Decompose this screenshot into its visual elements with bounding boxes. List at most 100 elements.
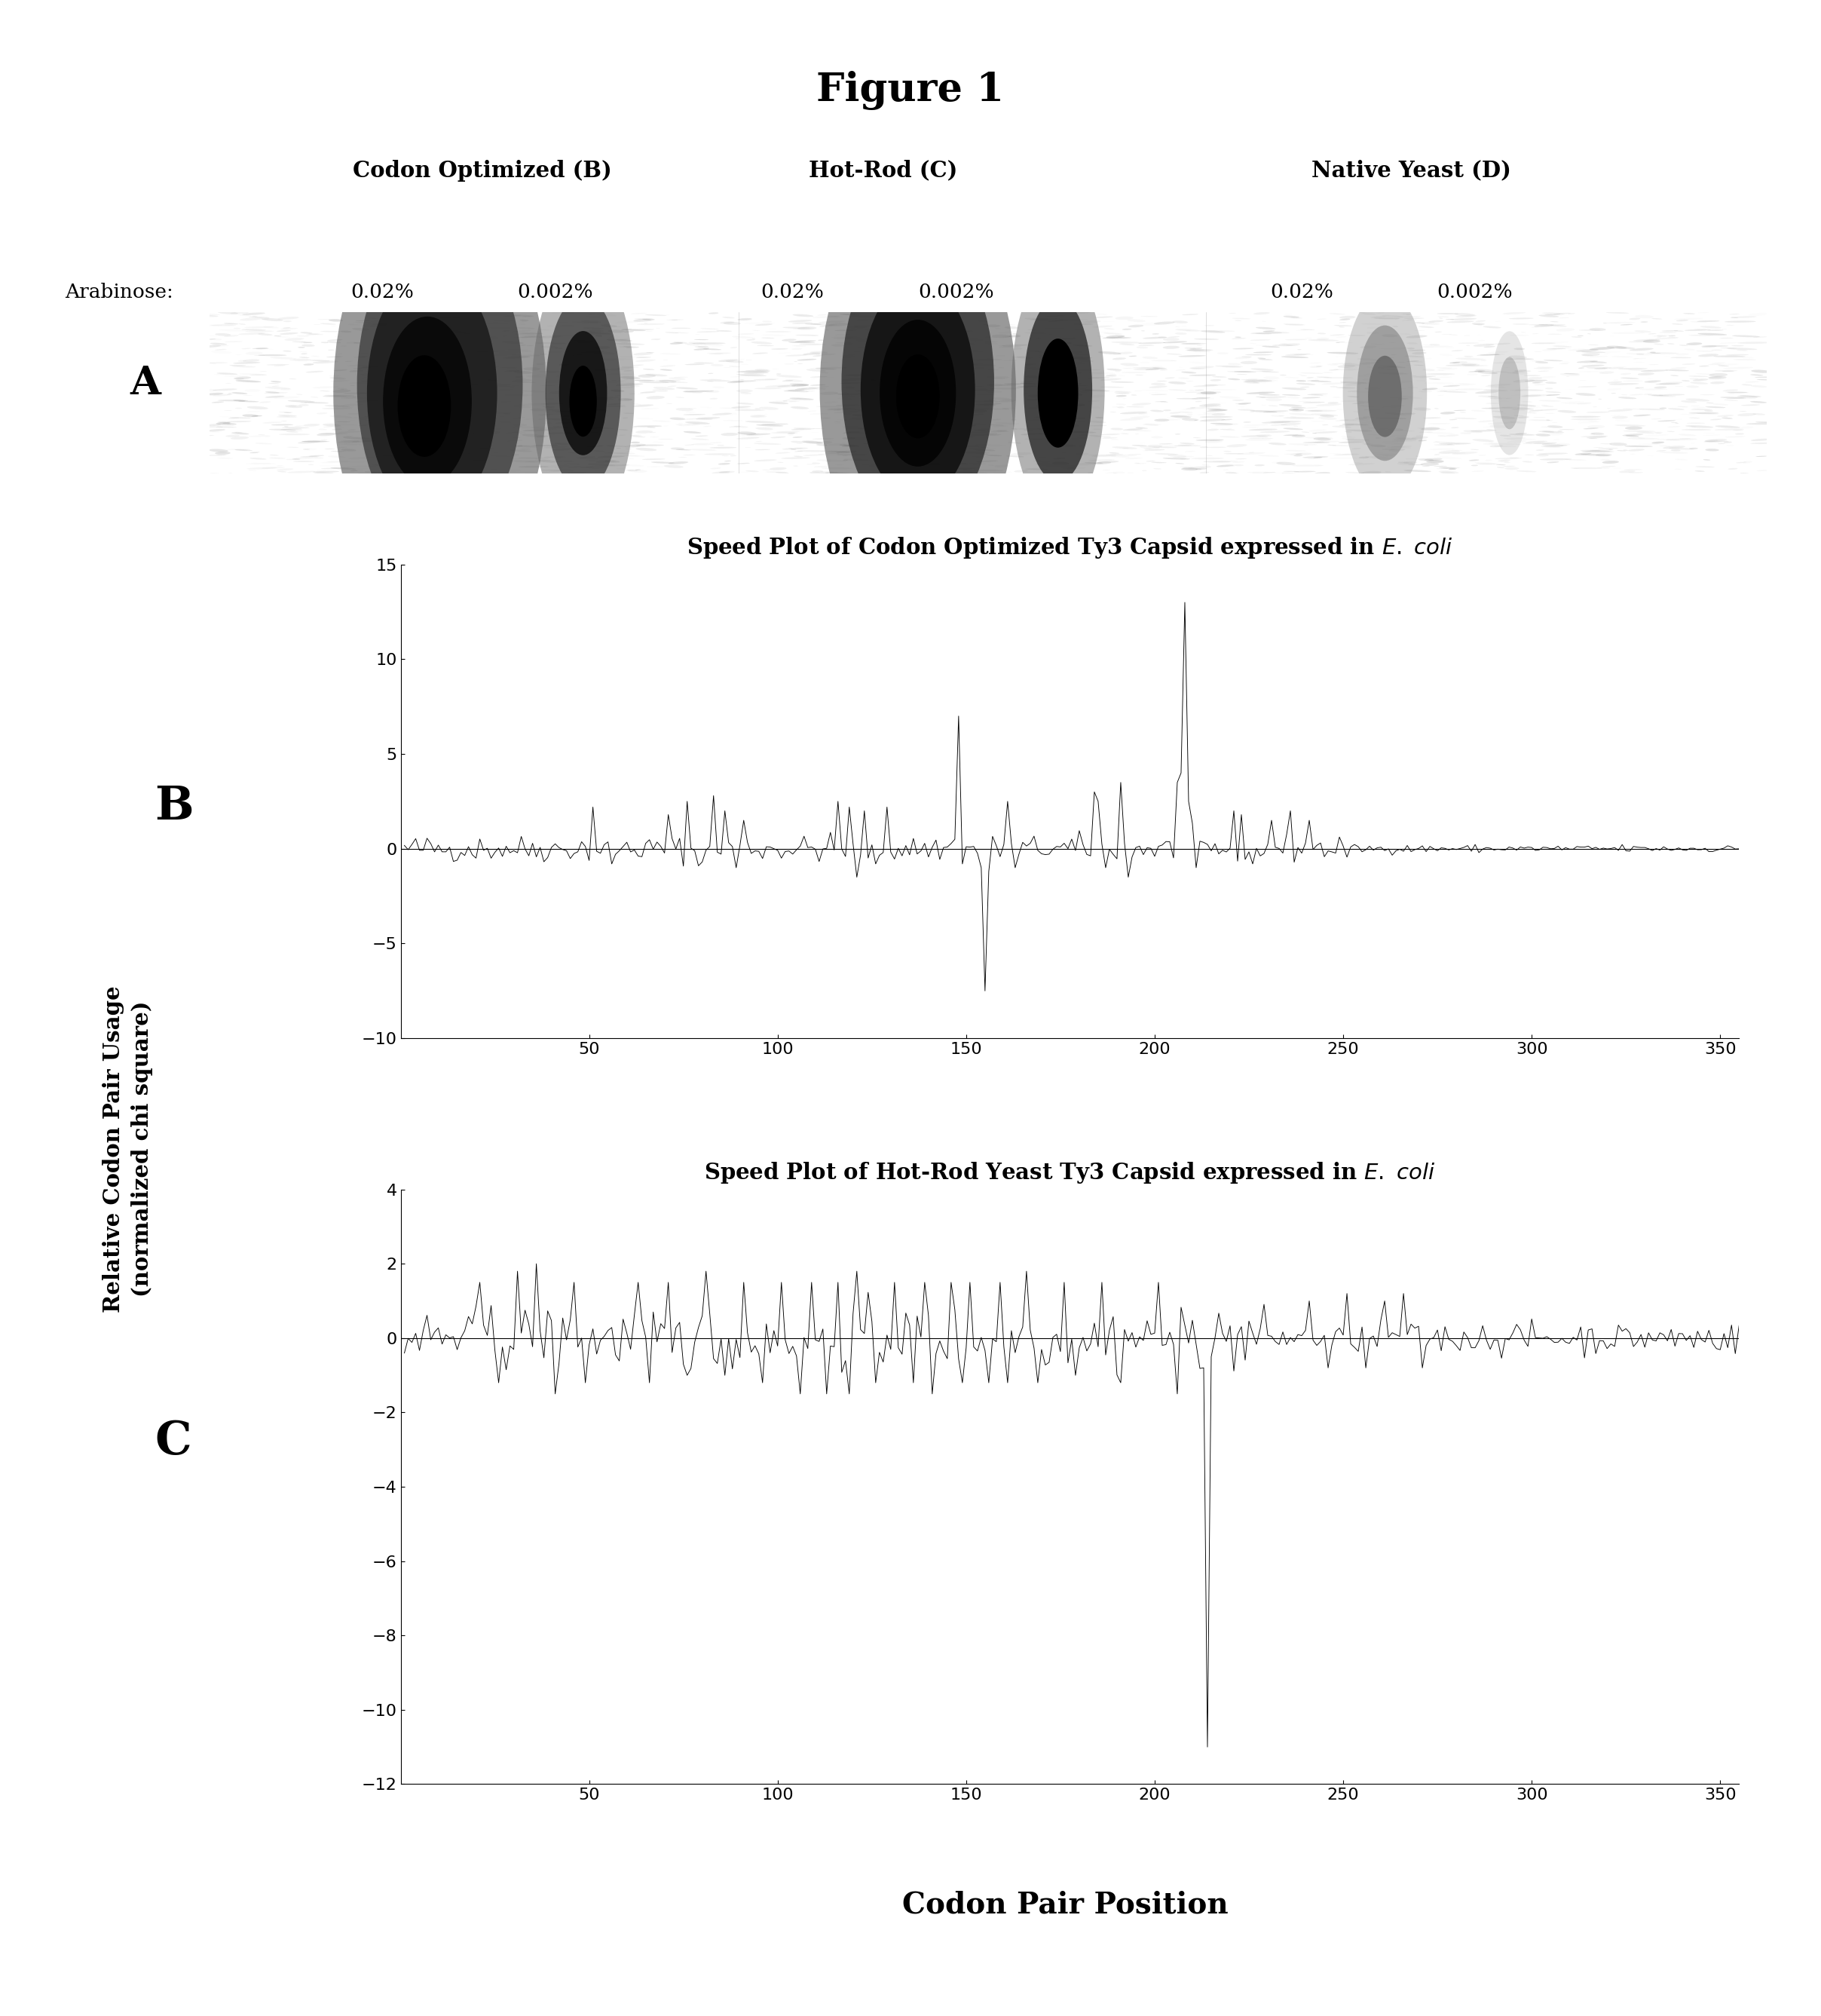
Ellipse shape <box>1668 407 1684 409</box>
Ellipse shape <box>1313 437 1331 442</box>
Ellipse shape <box>1155 321 1175 325</box>
Ellipse shape <box>235 379 260 383</box>
Ellipse shape <box>1375 417 1406 419</box>
Ellipse shape <box>1723 389 1737 391</box>
Ellipse shape <box>541 345 559 349</box>
Ellipse shape <box>554 448 577 450</box>
Ellipse shape <box>508 349 532 353</box>
Ellipse shape <box>382 407 393 409</box>
Ellipse shape <box>819 325 834 327</box>
Ellipse shape <box>554 425 568 427</box>
Ellipse shape <box>1548 425 1562 427</box>
Ellipse shape <box>1537 454 1548 456</box>
Ellipse shape <box>277 317 299 321</box>
Ellipse shape <box>801 442 823 444</box>
Ellipse shape <box>1289 413 1313 415</box>
Ellipse shape <box>266 395 284 397</box>
Ellipse shape <box>1628 450 1644 452</box>
Ellipse shape <box>446 387 475 389</box>
Ellipse shape <box>1475 371 1486 373</box>
Ellipse shape <box>980 403 1002 405</box>
Ellipse shape <box>1699 353 1719 357</box>
Ellipse shape <box>595 460 615 464</box>
Ellipse shape <box>233 377 251 379</box>
Ellipse shape <box>816 460 847 462</box>
Ellipse shape <box>1615 347 1635 349</box>
Ellipse shape <box>992 397 1012 401</box>
Ellipse shape <box>534 343 566 345</box>
Ellipse shape <box>231 431 249 435</box>
Ellipse shape <box>1346 429 1373 431</box>
Ellipse shape <box>1005 327 1020 329</box>
Ellipse shape <box>1360 472 1382 474</box>
Ellipse shape <box>1089 454 1116 458</box>
Title: Speed Plot of Codon Optimized Ty3 Capsid expressed in $\mathbf{\it{E.\ coli}}$: Speed Plot of Codon Optimized Ty3 Capsid… <box>687 534 1453 560</box>
Ellipse shape <box>1040 357 1058 359</box>
Ellipse shape <box>1211 379 1222 381</box>
Ellipse shape <box>1034 403 1067 405</box>
Ellipse shape <box>1164 347 1180 349</box>
Ellipse shape <box>1608 409 1633 411</box>
Ellipse shape <box>1200 419 1226 421</box>
Ellipse shape <box>215 333 231 337</box>
Ellipse shape <box>969 365 996 367</box>
Ellipse shape <box>1311 413 1338 415</box>
Ellipse shape <box>1042 407 1060 409</box>
Ellipse shape <box>284 339 304 341</box>
Ellipse shape <box>637 375 656 377</box>
Ellipse shape <box>1369 444 1386 448</box>
Ellipse shape <box>242 413 259 417</box>
Ellipse shape <box>1340 381 1368 383</box>
Ellipse shape <box>1679 433 1695 435</box>
Ellipse shape <box>792 427 805 431</box>
Ellipse shape <box>617 399 632 401</box>
Ellipse shape <box>1111 427 1124 429</box>
Ellipse shape <box>1289 409 1304 411</box>
Ellipse shape <box>515 333 539 337</box>
Ellipse shape <box>481 417 497 421</box>
Ellipse shape <box>1338 365 1355 367</box>
Ellipse shape <box>1049 321 1063 323</box>
Ellipse shape <box>1510 421 1526 423</box>
Ellipse shape <box>938 331 949 333</box>
Ellipse shape <box>213 393 231 397</box>
Ellipse shape <box>1426 460 1444 464</box>
Ellipse shape <box>1510 355 1528 359</box>
Ellipse shape <box>1264 411 1289 413</box>
Ellipse shape <box>1113 357 1125 361</box>
Ellipse shape <box>215 452 231 454</box>
Ellipse shape <box>1340 317 1355 319</box>
Ellipse shape <box>402 466 435 470</box>
Ellipse shape <box>1633 331 1652 333</box>
Ellipse shape <box>781 339 796 341</box>
Ellipse shape <box>1240 435 1273 437</box>
Text: Figure 1: Figure 1 <box>816 71 1005 109</box>
Ellipse shape <box>288 472 315 474</box>
Ellipse shape <box>756 369 768 371</box>
Ellipse shape <box>925 310 943 314</box>
Ellipse shape <box>330 468 355 470</box>
Ellipse shape <box>792 314 814 317</box>
Ellipse shape <box>1737 413 1755 415</box>
Ellipse shape <box>1477 355 1501 357</box>
Ellipse shape <box>1521 395 1541 397</box>
Ellipse shape <box>446 444 472 446</box>
Ellipse shape <box>1535 361 1548 363</box>
Ellipse shape <box>594 369 608 371</box>
Ellipse shape <box>1175 333 1187 335</box>
Ellipse shape <box>428 454 452 456</box>
Ellipse shape <box>1076 462 1096 466</box>
Ellipse shape <box>940 373 961 375</box>
Ellipse shape <box>1577 403 1592 405</box>
Ellipse shape <box>441 351 466 355</box>
Ellipse shape <box>1380 365 1400 367</box>
Ellipse shape <box>390 357 412 359</box>
Ellipse shape <box>856 339 878 341</box>
Ellipse shape <box>523 433 544 437</box>
Ellipse shape <box>1034 417 1063 419</box>
Ellipse shape <box>450 435 461 437</box>
Ellipse shape <box>341 439 364 444</box>
Ellipse shape <box>1404 470 1431 472</box>
Ellipse shape <box>901 460 925 462</box>
Ellipse shape <box>1581 454 1610 456</box>
